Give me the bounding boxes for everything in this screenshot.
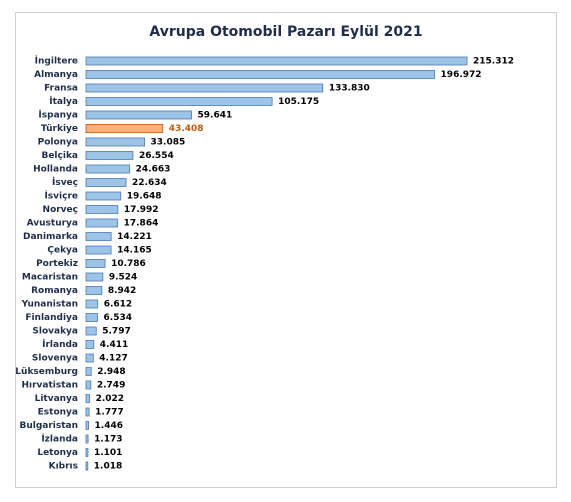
value-label: 43.408 [169,124,204,134]
bar [85,56,468,66]
category-label: Letonya [37,448,78,458]
value-label: 2.948 [97,367,125,377]
bar [85,434,89,444]
bar [85,299,99,309]
bar [85,313,98,322]
value-label: 4.411 [100,340,128,350]
value-label: 24.663 [136,165,171,175]
value-label: 9.524 [109,273,137,283]
bar [85,394,90,403]
value-label: 5.797 [102,327,130,337]
value-label: 4.127 [99,354,127,364]
value-label: 10.786 [111,259,146,269]
bar [85,232,112,241]
category-label: Portekiz [36,259,78,269]
category-label: Almanya [34,70,78,80]
value-label: 1.101 [94,448,122,458]
bar [85,326,97,336]
category-label: Polonya [38,138,78,148]
category-label: Türkiye [41,124,78,134]
bar [85,178,127,187]
bar [85,137,145,147]
category-label: Çekya [47,246,78,256]
bar [85,110,192,120]
bar [85,151,134,160]
bar [85,83,324,93]
bar [85,124,164,133]
value-label: 133.830 [329,84,370,94]
value-label: 1.173 [94,435,122,445]
bar [85,164,131,174]
bar [85,97,273,106]
value-label: 17.864 [124,219,159,229]
bar [85,286,103,295]
value-label: 6.534 [104,313,132,323]
category-label: Hollanda [33,165,78,175]
value-label: 6.612 [104,300,132,310]
category-label: Kıbrıs [49,462,78,472]
bar [85,205,119,214]
bar [85,259,106,268]
category-label: İsviçre [44,191,78,202]
value-label: 14.165 [117,246,152,256]
category-label: Lüksemburg [15,367,78,377]
bar [85,70,435,79]
value-label: 2.022 [96,394,124,404]
value-label: 1.777 [95,408,123,418]
value-label: 33.085 [151,138,186,148]
value-label: 196.972 [441,70,482,80]
category-label: Fransa [44,84,78,94]
category-label: Macaristan [22,273,78,283]
bar [85,340,95,349]
category-label: Yunanistan [21,300,78,310]
category-label: İrlanda [42,339,78,350]
value-label: 59.641 [198,111,233,121]
category-label: İngiltere [35,56,78,67]
bar [85,353,94,363]
category-label: Avusturya [27,219,78,229]
category-label: Slovenya [32,354,78,364]
category-label: İsveç [52,177,78,188]
category-label: Finlandiya [25,313,78,323]
category-label: Slovakya [32,327,78,337]
bar [85,421,89,430]
bar [85,448,89,457]
chart-title: Avrupa Otomobil Pazarı Eylül 2021 [149,24,422,40]
value-label: 1.018 [94,462,122,472]
category-label: Romanya [31,286,78,296]
bar [85,191,122,201]
value-label: 17.992 [124,205,159,215]
bar [85,272,104,282]
value-label: 105.175 [278,97,319,107]
bar [85,380,92,390]
category-label: Danimarka [23,232,78,242]
bar [85,461,89,471]
value-label: 2.749 [97,381,125,391]
category-label: İzlanda [41,434,78,445]
value-label: 1.446 [95,421,123,431]
category-label: İspanya [38,110,78,121]
category-label: Norveç [43,205,78,215]
category-label: Belçika [41,151,78,161]
value-label: 19.648 [127,192,162,202]
value-label: 26.554 [139,151,174,161]
value-label: 215.312 [473,57,514,67]
bar [85,367,92,376]
bar [85,407,90,417]
value-label: 14.221 [117,232,152,242]
category-label: İtalya [49,96,78,107]
value-label: 8.942 [108,286,136,296]
category-label: Bulgaristan [19,421,78,431]
category-label: Litvanya [35,394,78,404]
bar [85,218,119,228]
bar [85,245,112,255]
category-label: Estonya [38,408,78,418]
category-label: Hırvatistan [21,381,78,391]
value-label: 22.634 [132,178,167,188]
